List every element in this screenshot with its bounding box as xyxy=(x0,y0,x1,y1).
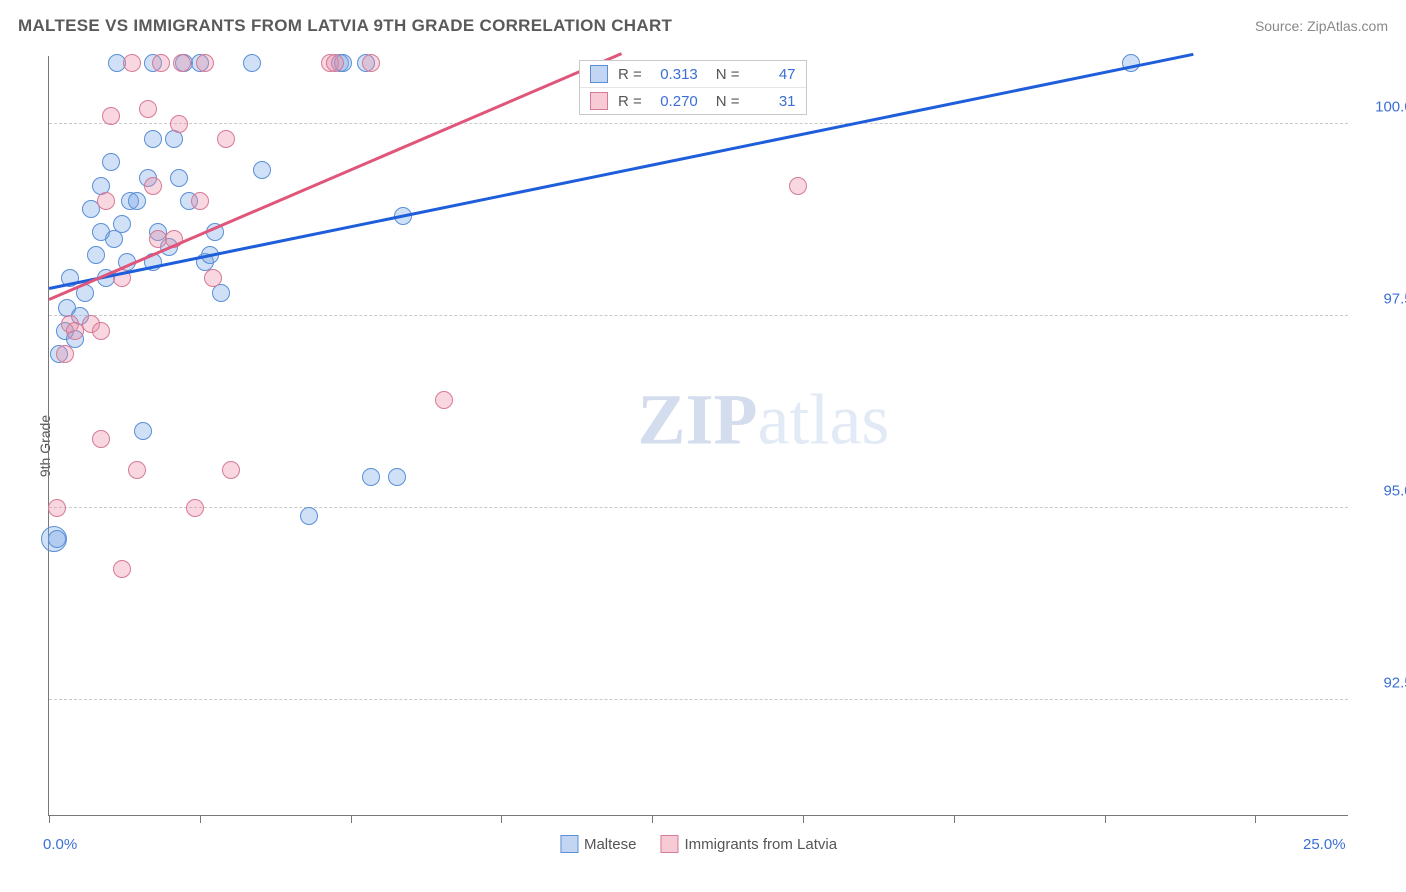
stat-r-label: R = xyxy=(618,93,642,110)
source-label: Source: ZipAtlas.com xyxy=(1255,18,1388,34)
stat-r-label: R = xyxy=(618,66,642,83)
gridline-h xyxy=(49,507,1348,508)
data-point xyxy=(92,322,110,340)
stat-n-label: N = xyxy=(716,93,740,110)
data-point xyxy=(300,507,318,525)
stat-n-value: 47 xyxy=(748,66,796,83)
y-tick-label: 95.0% xyxy=(1383,482,1406,499)
data-point xyxy=(222,461,240,479)
legend-item: Maltese xyxy=(560,835,637,853)
stat-n-label: N = xyxy=(716,66,740,83)
trend-line xyxy=(49,53,622,301)
data-point xyxy=(92,430,110,448)
x-tick xyxy=(803,815,804,823)
data-point xyxy=(102,153,120,171)
data-point xyxy=(134,422,152,440)
stats-row: R = 0.313 N = 47 xyxy=(580,61,806,87)
legend-swatch xyxy=(590,65,608,83)
gridline-h xyxy=(49,699,1348,700)
stats-row: R = 0.270 N = 31 xyxy=(580,87,806,114)
data-point xyxy=(102,107,120,125)
data-point xyxy=(212,284,230,302)
data-point xyxy=(92,223,110,241)
data-point xyxy=(362,468,380,486)
legend-swatch xyxy=(590,92,608,110)
data-point xyxy=(123,54,141,72)
x-tick xyxy=(1255,815,1256,823)
data-point xyxy=(170,115,188,133)
legend-swatch xyxy=(560,835,578,853)
data-point xyxy=(113,215,131,233)
legend-swatch xyxy=(660,835,678,853)
legend-label: Immigrants from Latvia xyxy=(684,836,837,853)
x-tick-label: 25.0% xyxy=(1303,836,1346,853)
y-tick-label: 100.0% xyxy=(1375,99,1406,116)
data-point xyxy=(789,177,807,195)
gridline-h xyxy=(49,315,1348,316)
data-point xyxy=(170,169,188,187)
data-point xyxy=(139,100,157,118)
data-point xyxy=(253,161,271,179)
data-point xyxy=(204,269,222,287)
chart-title: MALTESE VS IMMIGRANTS FROM LATVIA 9TH GR… xyxy=(18,16,672,36)
x-tick xyxy=(200,815,201,823)
data-point xyxy=(173,54,191,72)
y-tick-label: 92.5% xyxy=(1383,674,1406,691)
data-point xyxy=(56,345,74,363)
data-point xyxy=(362,54,380,72)
data-point xyxy=(87,246,105,264)
x-tick xyxy=(351,815,352,823)
data-point xyxy=(186,499,204,517)
data-point xyxy=(144,177,162,195)
data-point xyxy=(128,192,146,210)
data-point xyxy=(243,54,261,72)
x-tick xyxy=(652,815,653,823)
data-point xyxy=(435,391,453,409)
data-point xyxy=(144,130,162,148)
legend: Maltese Immigrants from Latvia xyxy=(560,835,837,853)
x-tick xyxy=(49,815,50,823)
stats-box: R = 0.313 N = 47 R = 0.270 N = 31 xyxy=(579,60,807,115)
data-point xyxy=(217,130,235,148)
data-point xyxy=(388,468,406,486)
legend-item: Immigrants from Latvia xyxy=(660,835,837,853)
x-tick-label: 0.0% xyxy=(43,836,77,853)
x-tick xyxy=(501,815,502,823)
stat-r-value: 0.270 xyxy=(650,93,698,110)
data-point xyxy=(196,54,214,72)
legend-label: Maltese xyxy=(584,836,637,853)
gridline-h xyxy=(49,123,1348,124)
data-point xyxy=(165,130,183,148)
stat-n-value: 31 xyxy=(748,93,796,110)
x-tick xyxy=(1105,815,1106,823)
stat-r-value: 0.313 xyxy=(650,66,698,83)
y-tick-label: 97.5% xyxy=(1383,291,1406,308)
watermark: ZIPatlas xyxy=(637,379,889,462)
scatter-plot: ZIPatlas 92.5%95.0%97.5%100.0%0.0%25.0%R… xyxy=(48,56,1348,816)
data-point xyxy=(152,54,170,72)
data-point xyxy=(191,192,209,210)
data-point xyxy=(326,54,344,72)
data-point xyxy=(48,530,66,548)
x-tick xyxy=(954,815,955,823)
data-point xyxy=(48,499,66,517)
data-point xyxy=(128,461,146,479)
data-point xyxy=(113,560,131,578)
data-point xyxy=(97,192,115,210)
